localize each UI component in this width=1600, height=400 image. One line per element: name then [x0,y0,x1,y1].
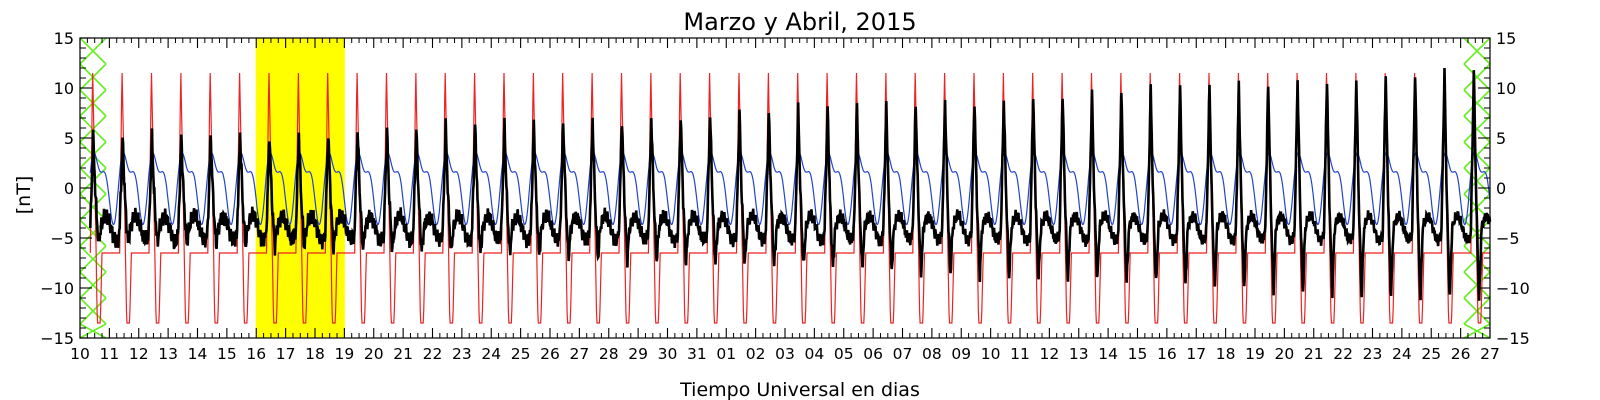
x-tick-label: 27 [570,345,590,363]
x-tick-label: 07 [893,345,913,363]
x-tick-label: 11 [100,345,120,363]
x-tick-label: 12 [129,345,149,363]
x-tick-label: 24 [1392,345,1412,363]
x-tick-label: 30 [658,345,678,363]
x-tick-label: 25 [511,345,531,363]
y-tick-label-left: 15 [54,29,74,48]
y-tick-label-right: 0 [1496,179,1506,198]
y-tick-label-right: 15 [1496,29,1516,48]
y-axis-left: −15 −10 −5 0 5 10 15 [40,29,92,348]
x-tick-label: 05 [834,345,854,363]
x-tick-label: 03 [775,345,795,363]
x-tick-label: 27 [1480,345,1500,363]
x-tick-label: 15 [217,345,237,363]
series-black-line [89,67,1492,301]
x-axis-label: Tiempo Universal en dias [679,379,920,400]
x-tick-label: 04 [805,345,825,363]
x-tick-label: 06 [863,345,883,363]
x-tick-label: 02 [746,345,766,363]
x-tick-label: 17 [1186,345,1206,363]
y-tick-label-left: −5 [50,229,74,248]
x-tick-label: 13 [158,345,178,363]
x-tick-label: 23 [452,345,472,363]
x-tick-label: 08 [922,345,942,363]
y-tick-label-right: −5 [1496,229,1520,248]
x-tick-label: 14 [188,345,208,363]
y-axis-right: −15 −10 −5 0 5 10 15 [1478,29,1530,348]
x-tick-label: 25 [1421,345,1441,363]
x-tick-label: 15 [1128,345,1148,363]
x-tick-label: 22 [1333,345,1353,363]
x-tick-label: 24 [481,345,501,363]
y-tick-label-right: 5 [1496,129,1506,148]
x-tick-label: 20 [364,345,384,363]
x-tick-label: 21 [1304,345,1324,363]
x-tick-label: 17 [276,345,296,363]
x-tick-label: 26 [540,345,560,363]
series-blue-line [89,152,1491,226]
y-tick-label-left: 5 [64,129,74,148]
x-tick-label: 12 [1040,345,1060,363]
y-tick-label-left: 10 [54,79,74,98]
chart-title: Marzo y Abril, 2015 [683,8,916,36]
x-tick-label: 21 [393,345,413,363]
x-tick-label: 23 [1363,345,1383,363]
x-tick-label: 29 [628,345,648,363]
y-tick-label-right: 10 [1496,79,1516,98]
x-tick-label: 26 [1451,345,1471,363]
series-red-line [89,72,1490,324]
x-tick-label: 10 [70,345,90,363]
x-tick-label: 09 [951,345,971,363]
x-tick-label: 28 [599,345,619,363]
y-tick-label-right: −10 [1496,279,1530,298]
x-tick-label: 13 [1069,345,1089,363]
x-tick-label: 16 [1157,345,1177,363]
x-tick-label: 11 [1010,345,1030,363]
x-tick-label: 01 [716,345,736,363]
x-tick-label: 20 [1275,345,1295,363]
y-tick-label-left: 0 [64,179,74,198]
x-tick-label: 22 [423,345,443,363]
y-axis-label: [nT] [13,176,35,214]
x-tick-label: 14 [1098,345,1118,363]
y-tick-label-right: −15 [1496,329,1530,348]
x-tick-label: 19 [1245,345,1265,363]
x-tick-label: 10 [981,345,1001,363]
y-tick-label-left: −15 [40,329,74,348]
y-tick-label-left: −10 [40,279,74,298]
x-tick-label: 18 [1216,345,1236,363]
x-tick-label: 19 [335,345,355,363]
x-tick-label: 31 [687,345,707,363]
x-tick-label: 18 [305,345,325,363]
x-axis: 10 11 12 13 14 15 16 17 18 19 20 21 22 23 24 25 26 27 28 29… [70,38,1500,363]
x-tick-label: 16 [246,345,266,363]
